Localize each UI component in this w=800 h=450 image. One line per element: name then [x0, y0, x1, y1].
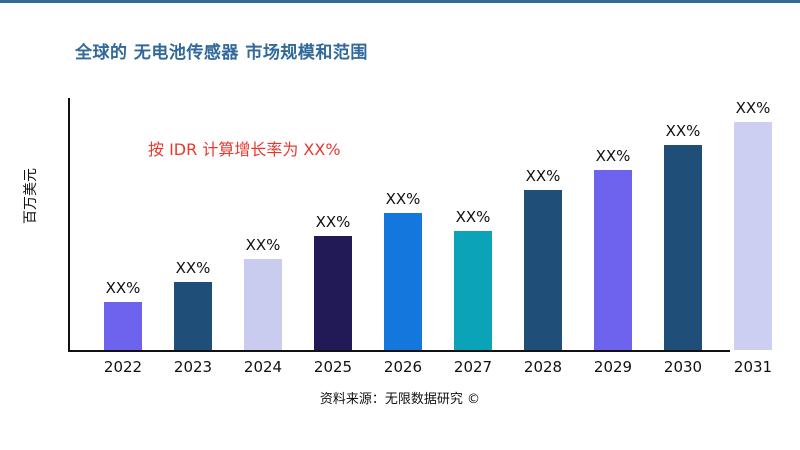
- plot-area: 按 IDR 计算增长率为 XX% XX% XX% XX% XX% XX% XX% XX% XX…: [68, 98, 790, 352]
- x-tick-2028: 2028: [523, 358, 563, 376]
- bar-2030: [664, 145, 702, 350]
- bar-2025: [314, 236, 352, 350]
- x-tick-2031: 2031: [733, 358, 773, 376]
- bar-value-label-2023: XX%: [175, 259, 211, 277]
- bar-column-2024: XX%: [228, 98, 298, 350]
- bars-container: XX% XX% XX% XX% XX% XX% XX% XX% XX% XX%: [88, 98, 788, 350]
- bar-value-label-2024: XX%: [245, 236, 281, 254]
- bar-value-label-2026: XX%: [385, 190, 421, 208]
- x-tick-2025: 2025: [313, 358, 353, 376]
- bar-2022: [104, 302, 142, 350]
- bar-value-label-2031: XX%: [735, 99, 771, 117]
- bar-column-2031: XX%: [718, 98, 788, 350]
- x-tick-2023: 2023: [173, 358, 213, 376]
- bar-2023: [174, 282, 212, 350]
- bar-value-label-2022: XX%: [105, 279, 141, 297]
- x-tick-2022: 2022: [103, 358, 143, 376]
- bar-2024: [244, 259, 282, 350]
- bar-2031: [734, 122, 772, 350]
- y-axis-line: [68, 98, 70, 352]
- x-tick-2027: 2027: [453, 358, 493, 376]
- bar-value-label-2028: XX%: [525, 167, 561, 185]
- bar-column-2029: XX%: [578, 98, 648, 350]
- bar-value-label-2030: XX%: [665, 122, 701, 140]
- x-axis-ticks: 2022 2023 2024 2025 2026 2027 2028 2029 2030 2031: [88, 358, 788, 376]
- bar-2026: [384, 213, 422, 350]
- bar-column-2023: XX%: [158, 98, 228, 350]
- bar-value-label-2025: XX%: [315, 213, 351, 231]
- bar-2027: [454, 231, 492, 350]
- x-axis-line: [68, 350, 730, 352]
- bar-column-2028: XX%: [508, 98, 578, 350]
- x-tick-2030: 2030: [663, 358, 703, 376]
- y-axis-label: 百万美元: [23, 168, 39, 224]
- bar-column-2027: XX%: [438, 98, 508, 350]
- top-divider: [0, 0, 800, 3]
- bar-column-2025: XX%: [298, 98, 368, 350]
- bar-2029: [594, 170, 632, 350]
- growth-rate-annotation: 按 IDR 计算增长率为 XX%: [148, 140, 341, 159]
- bar-2028: [524, 190, 562, 350]
- x-tick-2026: 2026: [383, 358, 423, 376]
- bar-column-2030: XX%: [648, 98, 718, 350]
- bar-column-2022: XX%: [88, 98, 158, 350]
- x-tick-2024: 2024: [243, 358, 283, 376]
- page-title: 全球的 无电池传感器 市场规模和范围: [75, 43, 368, 63]
- bar-value-label-2029: XX%: [595, 147, 631, 165]
- bar-column-2026: XX%: [368, 98, 438, 350]
- x-tick-2029: 2029: [593, 358, 633, 376]
- source-note: 资料来源：无限数据研究 ©: [319, 392, 481, 407]
- bar-value-label-2027: XX%: [455, 208, 491, 226]
